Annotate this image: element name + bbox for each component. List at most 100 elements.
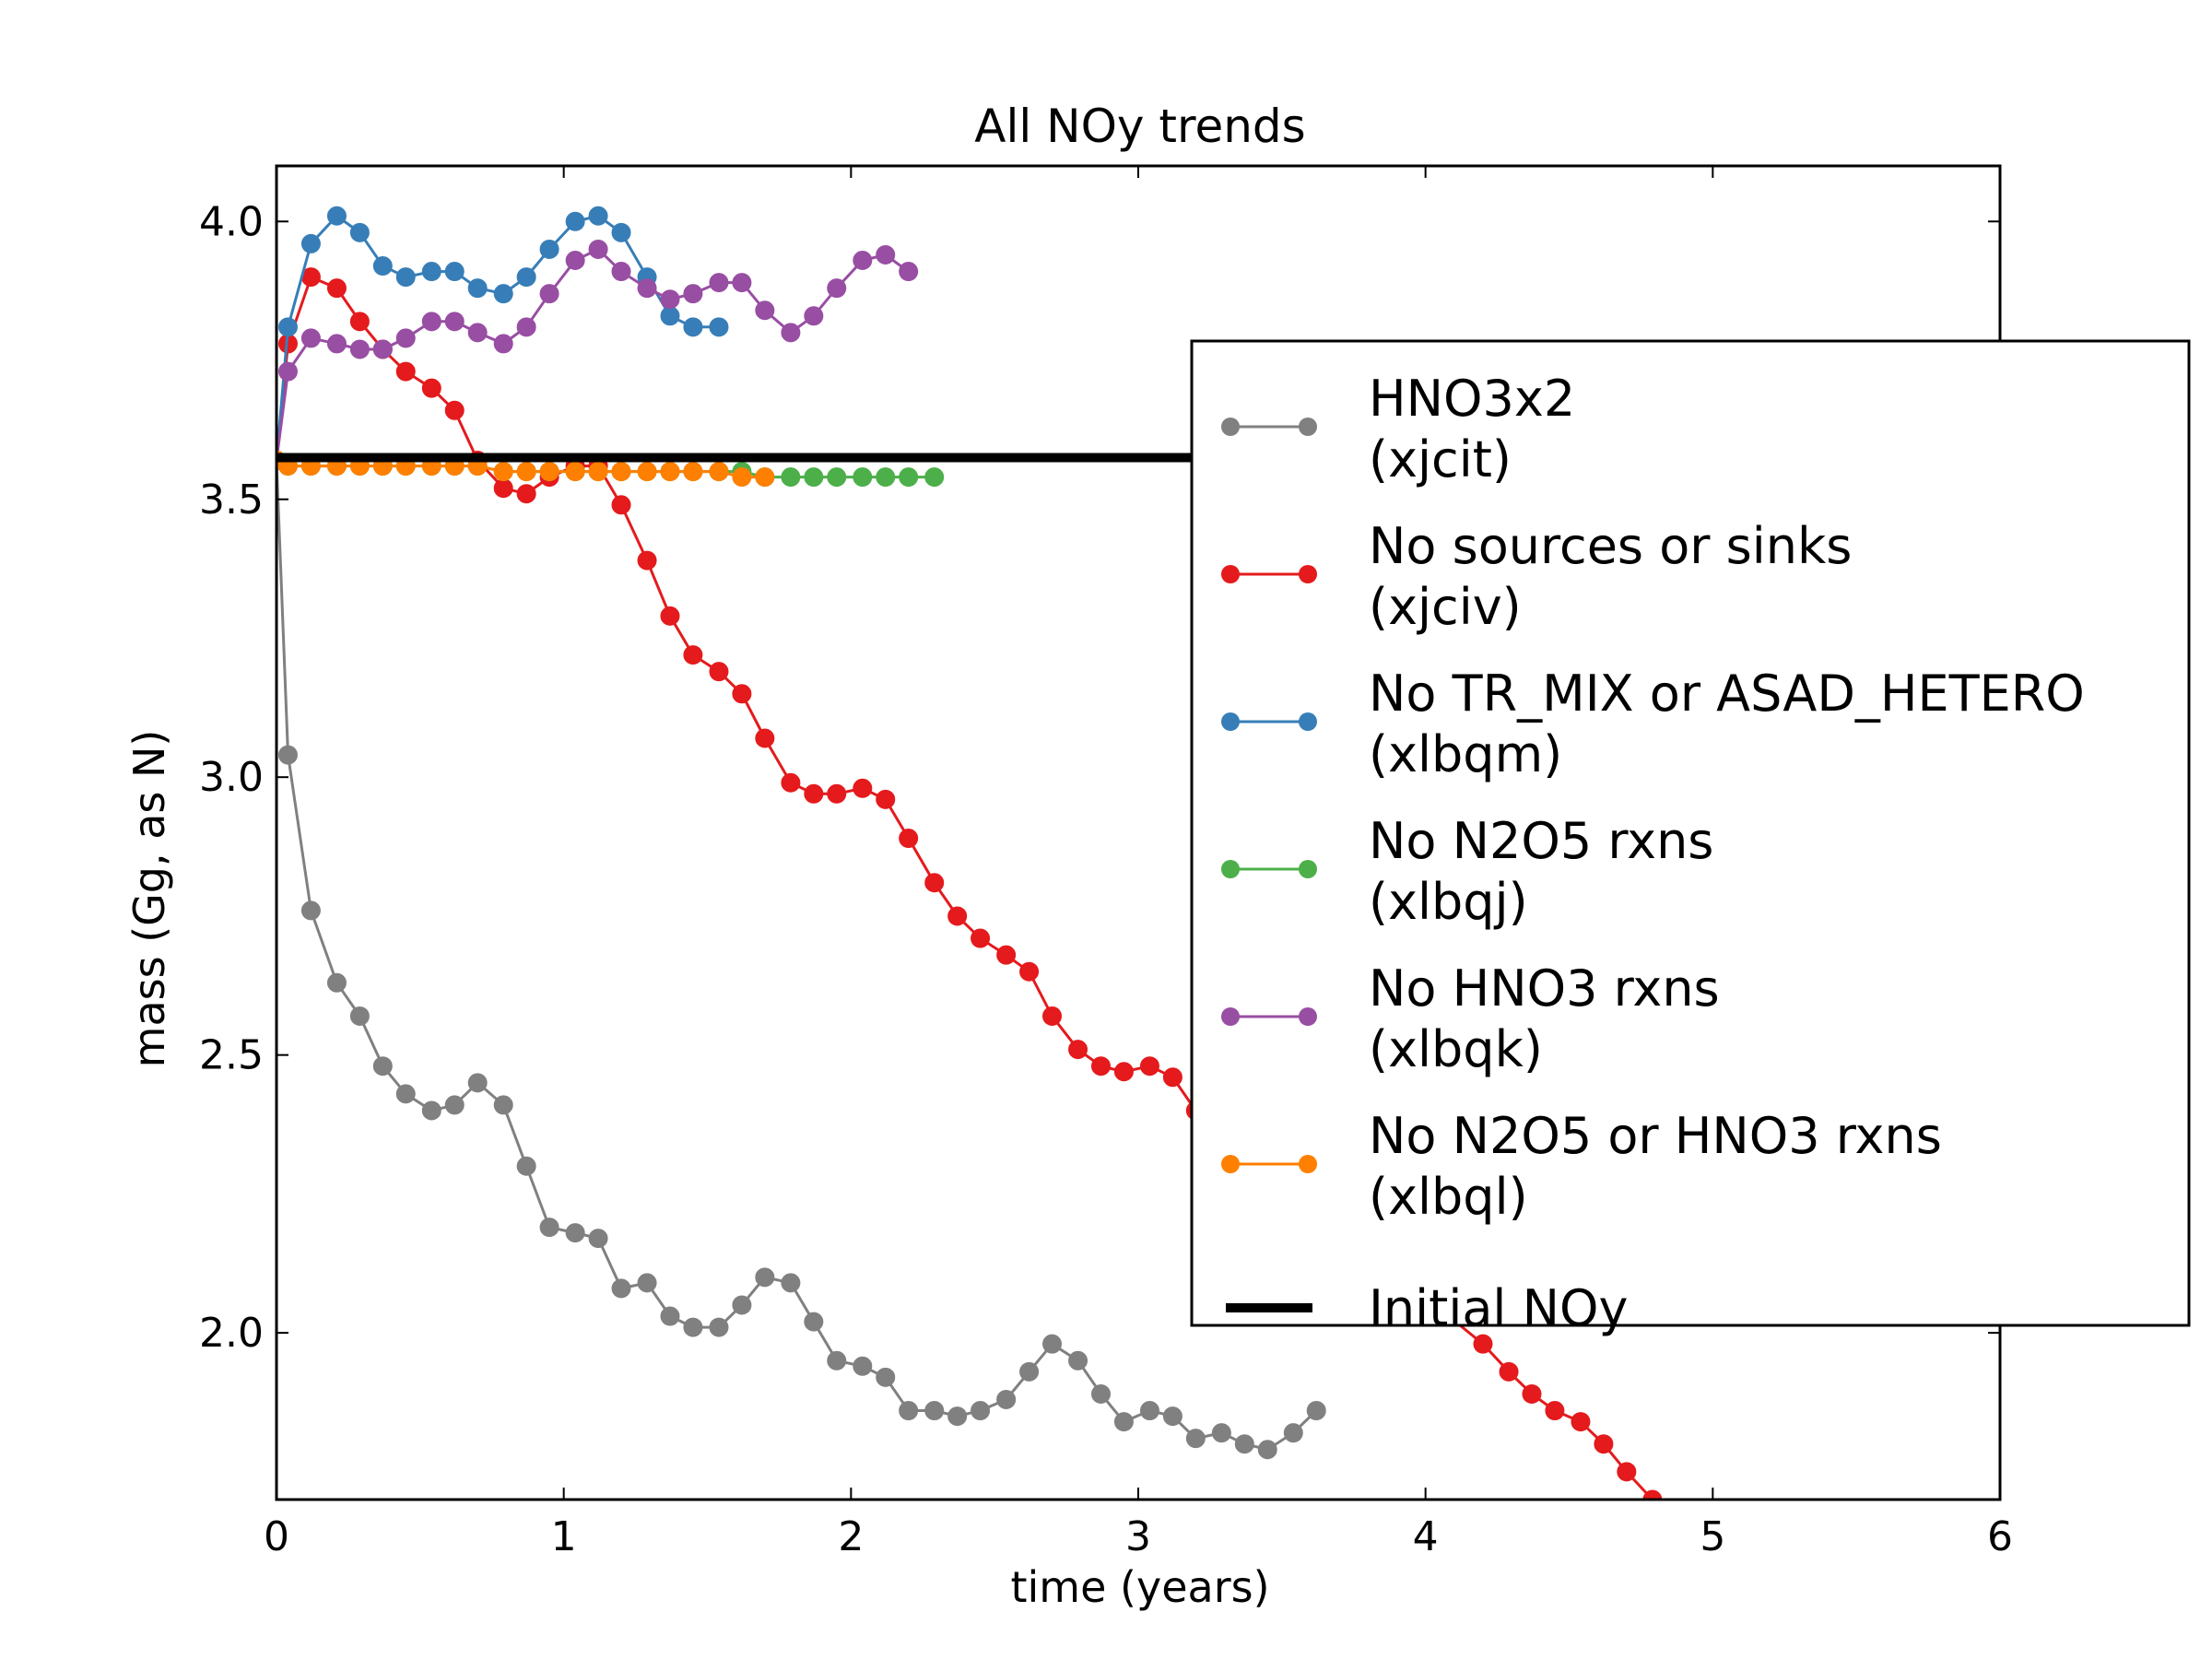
data-point-hno3x2-xjcit (827, 1350, 847, 1371)
data-point-no-hno3-rxns-xlbqk (588, 239, 608, 259)
legend-marker-no-tr-mix-or-asad-hetero-xlbqm (1221, 712, 1240, 731)
data-point-no-tr-mix-or-asad-hetero-xlbqm (683, 317, 703, 337)
data-point-no-sources-or-sinks-xjciv (1090, 1056, 1111, 1077)
data-point-hno3x2-xjcit (1283, 1423, 1303, 1443)
data-point-no-sources-or-sinks-xjciv (1594, 1434, 1614, 1454)
data-point-no-n2o5-or-hno3-rxns-xlbql (683, 462, 703, 482)
data-point-no-tr-mix-or-asad-hetero-xlbqm (660, 306, 680, 326)
data-point-hno3x2-xjcit (1257, 1440, 1277, 1460)
data-point-hno3x2-xjcit (1139, 1401, 1159, 1421)
series-line-no-hno3-rxns-xlbqk (276, 247, 910, 461)
data-point-no-hno3-rxns-xlbqk (565, 250, 585, 270)
data-point-no-n2o5-or-hno3-rxns-xlbql (611, 462, 631, 482)
data-point-hno3x2-xjcit (444, 1095, 465, 1115)
data-point-no-hno3-rxns-xlbqk (781, 323, 801, 343)
data-point-no-sources-or-sinks-xjciv (709, 662, 729, 682)
data-point-no-n2o5-rxns-xlbqj (781, 467, 801, 488)
chart-title: All NOy trends (974, 100, 1305, 153)
data-point-no-sources-or-sinks-xjciv (326, 278, 347, 299)
x-tick-label: 2 (838, 1513, 864, 1560)
data-point-no-hno3-rxns-xlbqk (539, 284, 559, 304)
data-point-hno3x2-xjcit (1185, 1429, 1206, 1449)
data-point-no-sources-or-sinks-xjciv (1473, 1334, 1493, 1354)
data-point-no-hno3-rxns-xlbqk (755, 300, 775, 321)
data-point-no-hno3-rxns-xlbqk (467, 323, 488, 343)
data-point-no-sources-or-sinks-xjciv (349, 312, 370, 332)
data-point-hno3x2-xjcit (755, 1267, 775, 1288)
data-point-hno3x2-xjcit (611, 1278, 631, 1299)
data-point-no-sources-or-sinks-xjciv (1522, 1383, 1542, 1404)
legend-marker-no-n2o5-or-hno3-rxns-xlbql (1221, 1155, 1240, 1173)
data-point-hno3x2-xjcit (1090, 1383, 1111, 1404)
data-point-hno3x2-xjcit (781, 1273, 801, 1293)
data-point-no-hno3-rxns-xlbqk (876, 244, 896, 265)
data-point-no-hno3-rxns-xlbqk (277, 361, 298, 382)
data-point-no-hno3-rxns-xlbqk (660, 289, 680, 310)
data-point-no-tr-mix-or-asad-hetero-xlbqm (444, 262, 465, 282)
data-point-no-tr-mix-or-asad-hetero-xlbqm (372, 256, 393, 276)
data-point-no-n2o5-or-hno3-rxns-xlbql (709, 462, 729, 482)
data-point-hno3x2-xjcit (1113, 1412, 1134, 1432)
data-point-no-sources-or-sinks-xjciv (1162, 1067, 1182, 1088)
data-point-hno3x2-xjcit (947, 1406, 968, 1427)
data-point-hno3x2-xjcit (539, 1218, 559, 1238)
legend-label-no-tr-mix-or-asad-hetero-xlbqm: (xlbqm) (1369, 725, 1562, 783)
x-tick-label: 1 (551, 1513, 577, 1560)
data-point-no-n2o5-rxns-xlbqj (804, 467, 824, 488)
data-point-no-n2o5-or-hno3-rxns-xlbql (539, 462, 559, 482)
data-point-no-n2o5-rxns-xlbqj (853, 467, 873, 488)
data-point-no-sources-or-sinks-xjciv (947, 906, 968, 926)
data-point-no-sources-or-sinks-xjciv (1617, 1462, 1637, 1482)
data-point-no-sources-or-sinks-xjciv (1113, 1062, 1134, 1082)
data-point-no-sources-or-sinks-xjciv (493, 478, 513, 499)
data-point-no-hno3-rxns-xlbqk (853, 250, 873, 270)
data-point-no-tr-mix-or-asad-hetero-xlbqm (395, 267, 416, 288)
data-point-hno3x2-xjcit (277, 745, 298, 765)
legend-label-no-tr-mix-or-asad-hetero-xlbqm: No TR_MIX or ASAD_HETERO (1369, 665, 2085, 723)
x-tick-label: 3 (1125, 1513, 1151, 1560)
data-point-hno3x2-xjcit (467, 1073, 488, 1093)
data-point-no-sources-or-sinks-xjciv (683, 645, 703, 665)
data-point-hno3x2-xjcit (421, 1100, 441, 1121)
data-point-no-sources-or-sinks-xjciv (924, 873, 945, 893)
data-point-no-hno3-rxns-xlbqk (611, 262, 631, 282)
data-point-no-sources-or-sinks-xjciv (853, 778, 873, 798)
data-point-no-hno3-rxns-xlbqk (683, 284, 703, 304)
data-point-hno3x2-xjcit (395, 1084, 416, 1104)
y-tick-label: 2.5 (199, 1032, 264, 1079)
data-point-hno3x2-xjcit (924, 1401, 945, 1421)
legend-label-initial-noy: Initial NOy (1369, 1279, 1628, 1337)
data-point-no-sources-or-sinks-xjciv (1499, 1361, 1519, 1382)
legend-marker-hno3x2-xjcit (1221, 418, 1240, 436)
data-point-hno3x2-xjcit (326, 972, 347, 993)
data-point-hno3x2-xjcit (493, 1095, 513, 1115)
legend-label-no-n2o5-or-hno3-rxns-xlbql: (xlbql) (1369, 1168, 1528, 1226)
data-point-no-sources-or-sinks-xjciv (637, 550, 657, 571)
data-point-no-tr-mix-or-asad-hetero-xlbqm (539, 239, 559, 259)
data-point-no-tr-mix-or-asad-hetero-xlbqm (588, 206, 608, 226)
legend-marker-no-hno3-rxns-xlbqk (1299, 1007, 1317, 1026)
data-point-no-tr-mix-or-asad-hetero-xlbqm (709, 317, 729, 337)
data-point-no-tr-mix-or-asad-hetero-xlbqm (277, 317, 298, 337)
data-point-no-sources-or-sinks-xjciv (516, 484, 536, 504)
data-point-no-sources-or-sinks-xjciv (1642, 1489, 1663, 1500)
x-tick-label: 4 (1413, 1513, 1439, 1560)
y-tick-label: 3.5 (199, 477, 264, 524)
data-point-no-n2o5-or-hno3-rxns-xlbql (588, 462, 608, 482)
data-point-no-sources-or-sinks-xjciv (899, 829, 919, 849)
data-point-hno3x2-xjcit (804, 1312, 824, 1332)
y-tick-label: 4.0 (199, 198, 264, 245)
data-point-no-sources-or-sinks-xjciv (1139, 1056, 1159, 1077)
data-point-hno3x2-xjcit (709, 1317, 729, 1337)
legend-marker-no-sources-or-sinks-xjciv (1299, 565, 1317, 583)
y-tick-label: 2.0 (199, 1310, 264, 1357)
legend: HNO3x2(xjcit) No sources or sinks(xjciv) N… (1190, 339, 2191, 1337)
data-point-no-n2o5-rxns-xlbqj (876, 467, 896, 488)
data-point-hno3x2-xjcit (660, 1306, 680, 1326)
data-point-no-hno3-rxns-xlbqk (709, 273, 729, 293)
data-point-hno3x2-xjcit (732, 1295, 752, 1315)
data-point-no-hno3-rxns-xlbqk (827, 278, 847, 299)
data-point-no-tr-mix-or-asad-hetero-xlbqm (565, 211, 585, 231)
data-point-no-sources-or-sinks-xjciv (1042, 1006, 1062, 1026)
